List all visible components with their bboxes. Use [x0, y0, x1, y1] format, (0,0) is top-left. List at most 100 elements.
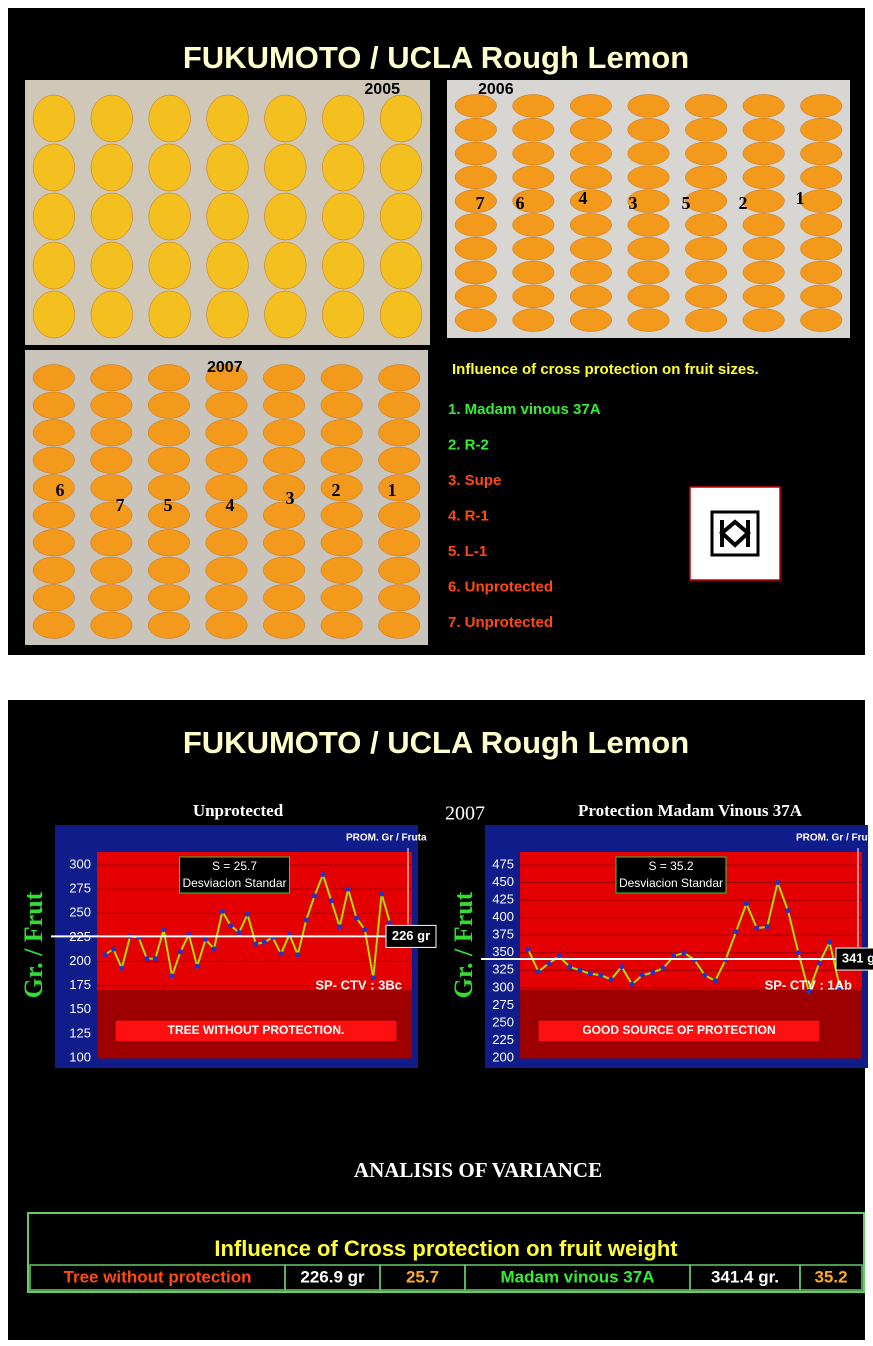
lemon — [148, 290, 191, 339]
lemon — [454, 94, 497, 118]
data-point — [567, 964, 573, 970]
lemon — [32, 290, 76, 339]
y-tick-label: 300 — [492, 979, 514, 994]
sd-caption: Desviacion Standar — [182, 876, 286, 890]
photo-number: 2 — [332, 480, 341, 500]
chart-title: Protection Madam Vinous 37A — [578, 801, 803, 820]
lemon — [147, 584, 190, 612]
lemon — [454, 260, 497, 285]
lemon — [800, 141, 843, 166]
data-point — [546, 960, 552, 966]
lemon — [32, 556, 75, 584]
lemon — [205, 611, 248, 639]
lemon — [90, 391, 133, 419]
y-tick-label: 200 — [492, 1049, 514, 1064]
lemon — [147, 611, 190, 639]
lemon — [205, 446, 248, 474]
data-point — [806, 988, 812, 994]
photo-number: 7 — [116, 495, 125, 515]
data-point — [795, 950, 801, 956]
photo-number: 1 — [388, 480, 397, 500]
lemon — [685, 308, 728, 332]
lemon — [627, 94, 670, 118]
lemon — [378, 474, 421, 502]
y-tick-label: 400 — [492, 909, 514, 924]
lemon — [379, 143, 423, 192]
lemon — [264, 241, 307, 290]
lemon — [205, 501, 248, 529]
lemon — [512, 308, 555, 332]
list-item: 6. Unprotected — [448, 578, 553, 595]
lemon — [742, 94, 785, 118]
lemon — [32, 94, 76, 143]
year-label: 2007 — [445, 803, 485, 825]
lemon — [32, 391, 75, 419]
lemon — [90, 364, 133, 392]
lemon — [627, 118, 670, 142]
lemon — [320, 611, 363, 639]
lemon — [800, 189, 843, 213]
lemon — [205, 364, 248, 392]
lemon — [378, 419, 421, 447]
photo-number: 3 — [629, 193, 638, 213]
lemon — [512, 284, 555, 308]
data-point — [712, 978, 718, 984]
photo-number: 2 — [739, 193, 748, 213]
lemon — [264, 192, 307, 241]
lemon — [800, 284, 843, 308]
y-axis-label: Gr. / Frut — [19, 891, 48, 998]
data-point — [827, 939, 833, 945]
lemon — [454, 308, 497, 332]
photo-number: 4 — [226, 495, 235, 515]
lemon — [322, 143, 365, 192]
data-point — [144, 956, 150, 962]
lemon — [685, 94, 728, 118]
data-point — [671, 953, 677, 959]
data-point — [816, 960, 822, 966]
lemon — [90, 419, 133, 447]
lemon — [90, 529, 133, 557]
data-point — [211, 946, 217, 952]
data-point — [650, 969, 656, 975]
data-point — [278, 951, 284, 957]
lemon — [378, 501, 421, 529]
mean-box — [835, 947, 873, 971]
data-point — [629, 981, 635, 987]
lemon — [90, 94, 133, 143]
lemon — [147, 364, 190, 392]
lemon — [320, 529, 363, 557]
caption: Influence of cross protection on fruit s… — [452, 361, 759, 378]
lemon — [147, 446, 190, 474]
lemon — [742, 165, 785, 189]
lemon — [90, 474, 133, 502]
data-point — [764, 924, 770, 930]
data-point — [608, 976, 614, 982]
lemon — [90, 611, 133, 639]
sd-text: S = 35.2 — [648, 859, 693, 873]
lemon — [800, 118, 843, 142]
data-point — [320, 872, 326, 878]
data-point — [525, 946, 531, 952]
lemon — [264, 290, 307, 339]
photo-year: 2007 — [207, 359, 243, 376]
lemon — [685, 165, 728, 189]
lemon — [263, 529, 306, 557]
data-point — [681, 950, 687, 956]
lemon — [320, 556, 363, 584]
lemon — [454, 189, 497, 213]
y-tick-label: 225 — [492, 1032, 514, 1047]
data-point — [702, 972, 708, 978]
lemon — [569, 308, 612, 332]
lemon — [800, 165, 843, 189]
lemon — [454, 237, 497, 261]
y-tick-label: 250 — [69, 905, 91, 920]
photo-year: 2006 — [478, 81, 514, 98]
lemon — [322, 192, 365, 241]
lemon — [512, 213, 555, 237]
lemon — [320, 474, 363, 502]
data-point — [345, 886, 351, 892]
lemon — [454, 165, 497, 189]
lemon — [263, 391, 306, 419]
data-point — [387, 920, 393, 926]
